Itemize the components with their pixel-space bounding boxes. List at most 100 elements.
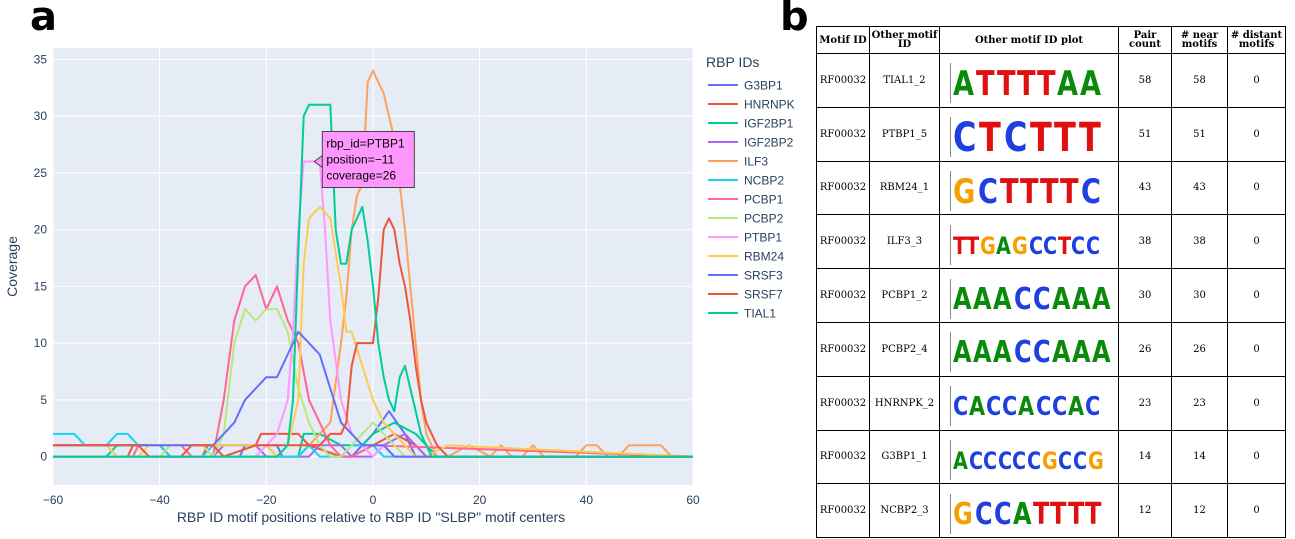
cell-pair-count: 51: [1118, 106, 1172, 162]
logo-letter: A: [993, 281, 1012, 317]
cell-other-motif-id: PCBP2_4: [869, 321, 940, 377]
logo-letter: A: [1057, 64, 1078, 105]
logo-letter: A: [953, 64, 974, 105]
cell-other-motif-id: HNRNPK_2: [869, 375, 940, 431]
logo-letter: A: [1071, 281, 1091, 317]
table-row: RF00032 RBM24_1 G C T T T T C 43 43 0: [816, 160, 1286, 216]
legend-entry-pcbp1: PCBP1: [744, 193, 784, 207]
x-axis-label: RBP ID motif positions relative to RBP I…: [177, 509, 565, 525]
logo-letter: A: [953, 281, 972, 317]
logo-y-axis: [944, 63, 951, 104]
x-tick-label: −60: [43, 493, 64, 507]
logo-letter: T: [1057, 231, 1071, 260]
logo-letter: T: [1085, 496, 1101, 532]
cell-pair-count: 26: [1118, 321, 1172, 377]
cell-distant-motifs: 0: [1227, 321, 1286, 377]
logo-letter: A: [1080, 64, 1101, 105]
series-line-srsf7: [53, 217, 693, 458]
x-tick-label: 20: [473, 493, 487, 507]
panel-label-b: b: [780, 0, 809, 40]
legend-entry-pcbp2: PCBP2: [744, 212, 784, 226]
x-tick-label: 40: [580, 493, 594, 507]
logo-letter: A: [1067, 392, 1084, 423]
series-line-srsf3: [53, 330, 693, 458]
cell-pair-count: 58: [1118, 53, 1172, 108]
logo-letter: T: [979, 115, 1001, 162]
cell-near-motifs: 23: [1171, 375, 1228, 431]
cell-distant-motifs: 0: [1227, 160, 1286, 216]
legend-entry-igf2bp2: IGF2BP2: [744, 136, 794, 150]
cell-other-motif-id: G3BP1_1: [869, 429, 940, 485]
logo-letter: C: [1043, 231, 1057, 260]
tooltip-line: coverage=26: [326, 169, 396, 183]
logo-letter: C: [977, 171, 998, 212]
logo-letter: G: [953, 496, 973, 532]
table-row: RF00032 PTBP1_5 C T C T T T 51 51 0: [816, 106, 1286, 162]
cell-distant-motifs: 0: [1227, 375, 1286, 431]
table-row: RF00032 PCBP2_4 A A A C C A A A 26 26 0: [816, 321, 1286, 377]
logo-y-axis: [944, 117, 951, 158]
legend-entry-rbm24: RBM24: [744, 250, 784, 264]
legend-title: RBP IDs: [706, 54, 759, 70]
logo-letter: C: [1027, 446, 1041, 475]
logo-letter: A: [996, 231, 1011, 260]
header-other-motif-id: Other motif ID: [869, 26, 940, 54]
cell-distant-motifs: 0: [1227, 53, 1286, 108]
table-row: RF00032 NCBP2_3 G C C A T T T T 12 12 0: [816, 483, 1286, 539]
legend-entry-hnrnpk: HNRNPK: [744, 98, 795, 112]
logo-letter: A: [1051, 281, 1071, 317]
logo-letter: C: [1013, 335, 1032, 371]
logo-letter: G: [979, 231, 996, 260]
tooltip-line: rbp_id=PTBP1: [326, 137, 405, 151]
cell-near-motifs: 58: [1171, 53, 1228, 108]
logo-letter: A: [953, 335, 972, 371]
logo-letter: T: [953, 231, 966, 260]
legend-entry-tial1: TIAL1: [744, 307, 776, 321]
y-tick-label: 15: [34, 279, 48, 293]
logo-letter: C: [1058, 446, 1072, 475]
x-tick-label: −20: [256, 493, 277, 507]
cell-near-motifs: 26: [1171, 321, 1228, 377]
logo-letter: G: [1041, 446, 1058, 475]
cell-near-motifs: 12: [1171, 483, 1228, 539]
x-tick-label: 60: [686, 493, 700, 507]
header-motif-id: Motif ID: [816, 26, 870, 54]
cell-other-motif-id: TIAL1_2: [869, 53, 940, 108]
logo-letter: A: [1092, 281, 1111, 317]
y-tick-label: 25: [34, 166, 48, 180]
logo-letter: C: [1035, 392, 1051, 423]
logo-letter: C: [1085, 231, 1100, 260]
cell-motif-id: RF00032: [816, 483, 870, 539]
legend-entry-srsf7: SRSF7: [744, 288, 783, 302]
logo-letter: C: [1051, 392, 1067, 423]
cell-near-motifs: 38: [1171, 214, 1228, 270]
cell-other-motif-id: NCBP2_3: [869, 483, 940, 539]
cell-pair-count: 14: [1118, 429, 1172, 485]
coverage-line-chart: −60 −40 −20 0 20 40 60 0 5 10 15 20 25 30 35 RBP ID mot…: [4, 48, 795, 525]
table-row: RF00032 TIAL1_2 A T T T T A A 58 58 0: [816, 53, 1286, 108]
cell-motif-id: RF00032: [816, 375, 870, 431]
logo-letter: T: [1040, 171, 1059, 212]
logo-letter: T: [966, 231, 979, 260]
legend-entry-igf2bp1: IGF2BP1: [744, 117, 794, 131]
logo-letter: C: [983, 446, 997, 475]
cell-pair-count: 43: [1118, 160, 1172, 216]
x-tick-label: 0: [370, 493, 377, 507]
logo-letter: A: [993, 335, 1012, 371]
y-tick-label: 35: [34, 52, 48, 66]
